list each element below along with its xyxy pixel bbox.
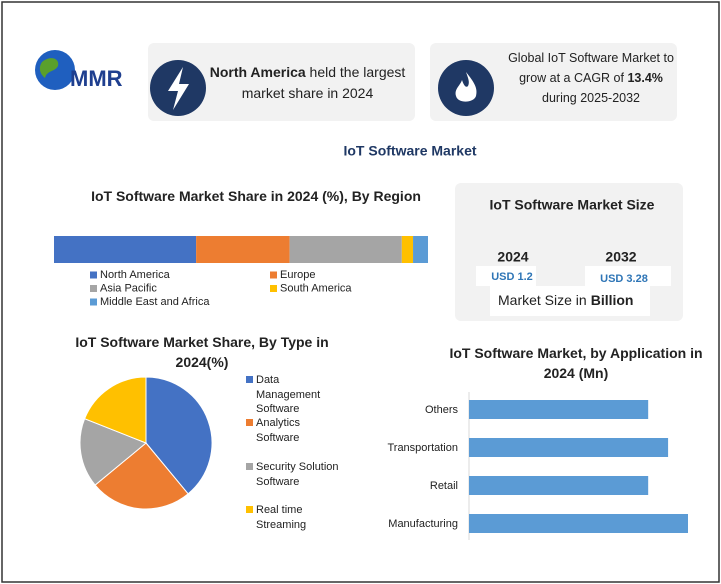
legend-label: Analytics Software xyxy=(256,417,301,444)
legend-label: South America xyxy=(280,282,352,294)
market-size-title: IoT Software Market Size xyxy=(490,197,655,213)
legend-swatch xyxy=(270,271,277,279)
chart-title: IoT Software Market, by Application in 2… xyxy=(449,345,703,381)
legend-swatch xyxy=(246,376,253,383)
bar-segment xyxy=(196,236,290,263)
info-text: Global IoT Software Market to grow at a … xyxy=(500,48,682,108)
page-title: IoT Software Market xyxy=(343,143,476,159)
caption-box xyxy=(490,286,650,316)
bar xyxy=(469,476,649,495)
y-tick-label: Manufacturing xyxy=(388,518,458,530)
legend-label: Security Solution Software xyxy=(256,461,339,488)
year: 2024 xyxy=(497,249,528,265)
legend-label: North America xyxy=(100,269,171,281)
amount: USD 1.2 xyxy=(491,271,533,283)
bar-segment xyxy=(401,236,414,263)
y-tick-label: Transportation xyxy=(387,442,458,454)
lightning-icon xyxy=(168,67,189,110)
chart-title: IoT Software Market Share, By Type in 20… xyxy=(75,334,329,370)
caption: Market Size in Billion xyxy=(498,292,633,308)
legend-swatch xyxy=(246,506,253,513)
amount-box xyxy=(585,266,671,286)
caption-text: Market Size in xyxy=(498,292,587,308)
info-bold: 13.4% xyxy=(627,71,663,85)
info-box xyxy=(430,43,677,121)
legend-swatch xyxy=(246,463,253,470)
legend-label: Data Management Software xyxy=(256,374,321,415)
pie-slice xyxy=(83,376,147,444)
bar xyxy=(469,438,669,457)
pie-slice xyxy=(79,418,147,486)
pie-slice xyxy=(145,376,213,495)
info-box xyxy=(148,43,415,121)
info-rest: Global IoT Software Market to grow at a … xyxy=(508,51,674,85)
legend-swatch xyxy=(90,285,97,292)
info-tail: during 2025-2032 xyxy=(542,91,640,105)
legend-swatch xyxy=(90,271,97,279)
y-tick-label: Others xyxy=(425,404,459,416)
bar-segment xyxy=(54,236,197,263)
legend-label: Europe xyxy=(280,269,315,281)
info-rest: held the largest market share in 2024 xyxy=(241,64,406,101)
y-tick-label: Retail xyxy=(430,480,458,492)
legend-label: Middle East and Africa xyxy=(100,296,210,308)
chart-title: IoT Software Market Share in 2024 (%), B… xyxy=(91,188,421,204)
bar xyxy=(469,400,649,419)
legend-swatch xyxy=(270,285,277,292)
info-text: North America held the largest market sh… xyxy=(205,62,410,104)
legend-swatch xyxy=(246,419,253,426)
bar xyxy=(469,514,688,533)
legend-label: Asia Pacific xyxy=(100,282,157,294)
logo-text: MMR xyxy=(70,66,123,91)
legend-swatch xyxy=(90,298,97,306)
bar-segment xyxy=(289,236,402,263)
logo-land xyxy=(39,58,59,78)
fire-icon xyxy=(455,72,477,102)
bar-segment xyxy=(413,236,428,263)
info-bold: North America xyxy=(209,64,306,80)
legend-label: Real time Streaming xyxy=(256,504,307,531)
year: 2032 xyxy=(605,249,636,265)
amount: USD 3.28 xyxy=(600,273,648,285)
caption-unit: Billion xyxy=(591,292,634,308)
pie-slice xyxy=(94,442,189,510)
amount-box xyxy=(476,266,536,286)
